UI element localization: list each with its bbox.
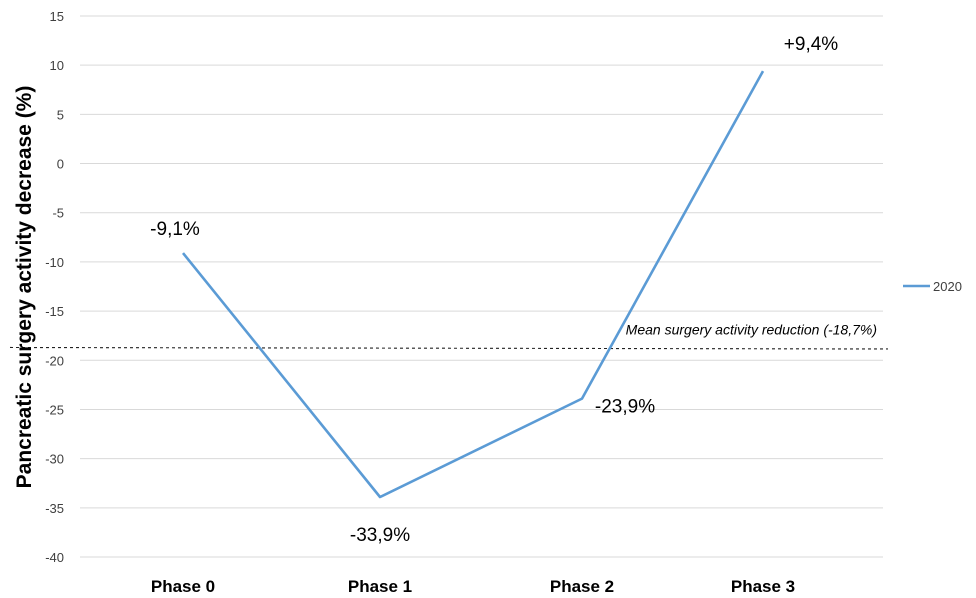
data-label: -9,1% <box>150 219 200 240</box>
data-label: +9,4% <box>784 34 839 55</box>
data-labels: -9,1% -33,9% -23,9% +9,4% <box>150 34 838 546</box>
y-tick-label: -20 <box>45 353 64 368</box>
x-tick-label: Phase 2 <box>550 577 614 596</box>
y-tick-labels: 15 10 5 0 -5 -10 -15 -20 -25 -30 -35 -40 <box>45 9 64 565</box>
x-tick-label: Phase 1 <box>348 577 412 596</box>
legend-label-2020: 2020 <box>933 279 962 294</box>
y-tick-label: -15 <box>45 304 64 319</box>
y-axis-label: Pancreatic surgery activity decrease (%) <box>13 86 36 489</box>
y-tick-label: -25 <box>45 402 64 417</box>
y-tick-label: 0 <box>57 157 64 172</box>
x-tick-labels: Phase 0 Phase 1 Phase 2 Phase 3 <box>151 577 795 596</box>
data-label: -23,9% <box>595 397 655 418</box>
y-tick-label: 5 <box>57 107 64 122</box>
series-line-2020 <box>181 70 765 499</box>
y-tick-label: -35 <box>45 501 64 516</box>
mean-reference-line <box>9 346 889 350</box>
y-tick-label: -40 <box>45 550 64 565</box>
x-tick-label: Phase 0 <box>151 577 215 596</box>
y-tick-label: -5 <box>52 206 64 221</box>
y-tick-label: -10 <box>45 255 64 270</box>
data-label: -33,9% <box>350 525 410 546</box>
y-tick-label: -30 <box>45 452 64 467</box>
gridlines <box>80 15 883 558</box>
y-tick-label: 15 <box>50 9 64 24</box>
y-tick-label: 10 <box>50 58 64 73</box>
x-tick-label: Phase 3 <box>731 577 795 596</box>
mean-reference-label: Mean surgery activity reduction (-18,7%) <box>626 321 877 337</box>
